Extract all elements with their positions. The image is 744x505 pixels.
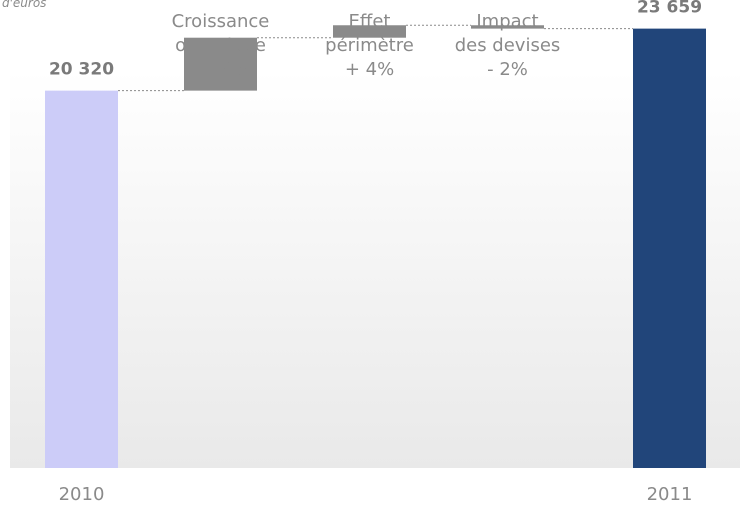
plot-background: [10, 70, 740, 468]
step-header-line: périmètre: [325, 35, 414, 56]
delta-bar-1: [184, 37, 257, 91]
total-value-label: 23 659: [637, 0, 702, 18]
labels: 20 320 2010 Croissance organique + 14% Effet p…: [49, 0, 702, 505]
bars: [45, 25, 706, 469]
total-bar-2011: [633, 28, 706, 469]
step-header-line: + 4%: [345, 59, 394, 80]
step-header-line: des devises: [455, 35, 561, 56]
step-header-line: - 2%: [487, 59, 528, 80]
x-axis-label: 2010: [59, 484, 105, 505]
delta-bar-3: [471, 25, 544, 29]
step-header-line: organique: [175, 35, 266, 56]
step-header-line: Impact: [476, 11, 538, 32]
unit-note: d'euros: [2, 0, 47, 10]
total-bar-2010: [45, 90, 118, 468]
step-header-line: + 14%: [190, 59, 251, 80]
step-header-line: Croissance: [172, 11, 270, 32]
connector-lines: [118, 24, 633, 92]
total-value-label: 20 320: [49, 60, 114, 80]
step-header-line: Effet: [349, 11, 391, 32]
x-axis-label: 2011: [647, 484, 693, 505]
delta-bar-2: [333, 25, 406, 38]
